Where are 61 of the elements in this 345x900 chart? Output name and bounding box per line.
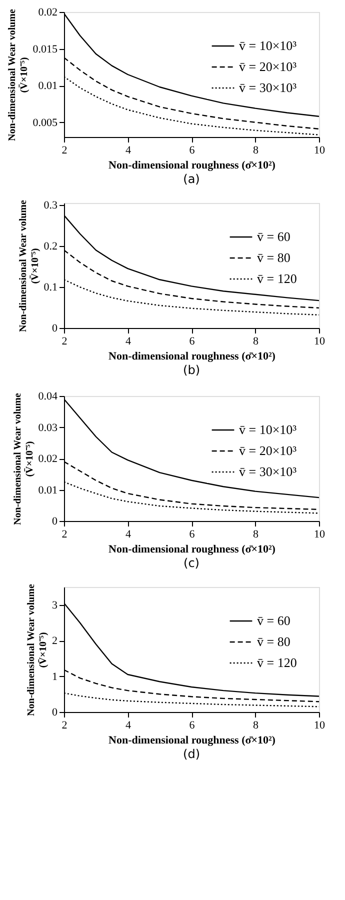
legend-label: v̄ = 80 (257, 634, 290, 649)
legend-label: v̄ = 10×10³ (239, 422, 297, 437)
y-axis-title: Non-dimensional Wear volume (V̄×10⁻⁵) (6, 8, 30, 141)
y-tick-label: 1 (52, 670, 58, 683)
y-tick-label: 0 (52, 706, 58, 718)
text: (d) (183, 747, 200, 761)
x-tick-label: 6 (189, 336, 196, 348)
y-tick-label: 0.3 (44, 200, 58, 212)
y-tick-label: 0.1 (44, 282, 58, 294)
x-tick-label: 6 (189, 144, 196, 156)
legend-label: v̄ = 10×10³ (239, 38, 297, 53)
x-tick-label: 6 (189, 528, 196, 540)
x-tick-label: 2 (62, 336, 68, 348)
y-tick-label: 0.2 (44, 240, 58, 253)
x-tick-label: 8 (253, 720, 259, 732)
x-tick-label: 4 (126, 720, 132, 732)
y-tick-label: 3 (52, 599, 58, 612)
y-tick-label: 0.03 (38, 422, 58, 434)
legend-label: v̄ = 120 (257, 271, 297, 286)
x-tick-label: 10 (314, 720, 326, 732)
y-axis-title: Non-dimensional Wear volume (V̄×10⁻⁵) (26, 584, 49, 716)
x-tick-label: 4 (126, 528, 132, 540)
y-tick-label: 0 (52, 516, 58, 528)
legend-label: v̄ = 60 (257, 229, 290, 244)
x-tick-label: 2 (62, 528, 68, 540)
text: (b) (183, 363, 200, 377)
x-tick-label: 6 (189, 720, 196, 732)
legend-label: v̄ = 80 (257, 250, 290, 265)
y-tick-label: 0.015 (32, 43, 58, 56)
legend-label: v̄ = 120 (257, 655, 297, 670)
y-tick-label: 0.02 (38, 453, 58, 465)
y-axis-title: Non-dimensional Wear volume (V̄×10⁻⁵) (18, 200, 41, 332)
legend-label: v̄ = 30×10³ (239, 464, 297, 479)
text: (a) (183, 172, 200, 186)
y-axis-title: Non-dimensional Wear volume (V̄×10⁻⁵) (12, 392, 36, 525)
x-tick-label: 10 (314, 336, 326, 348)
x-tick-label: 10 (314, 528, 326, 540)
legend-label: v̄ = 60 (257, 613, 290, 628)
x-tick-label: 10 (314, 144, 326, 156)
x-tick-label: 8 (253, 528, 259, 540)
x-tick-label: 8 (253, 336, 259, 348)
y-tick-label: 0.04 (38, 390, 58, 402)
y-tick-label: 0.02 (38, 6, 58, 18)
y-tick-label: 0.01 (38, 80, 58, 92)
x-tick-label: 8 (253, 144, 259, 156)
y-tick-label: 0.01 (38, 484, 58, 496)
x-tick-label: 4 (126, 144, 132, 156)
x-axis-title: Non-dimensional roughness (σ̄×10²) (108, 544, 276, 556)
legend-label: v̄ = 20×10³ (239, 443, 297, 458)
legend-label: v̄ = 20×10³ (239, 59, 297, 74)
x-axis-title: Non-dimensional roughness (σ̄×10²) (108, 734, 276, 746)
y-tick-label: 0 (52, 322, 58, 334)
y-tick-label: 0.005 (32, 116, 58, 129)
y-tick-label: 2 (52, 635, 58, 648)
x-axis-title: Non-dimensional roughness (σ̄×10²) (108, 160, 276, 172)
x-tick-label: 4 (126, 336, 132, 348)
text: (c) (184, 556, 200, 570)
x-tick-label: 2 (62, 720, 68, 732)
legend-label: v̄ = 30×10³ (239, 80, 297, 95)
x-axis-title: Non-dimensional roughness (σ̄×10²) (108, 350, 276, 362)
x-tick-label: 2 (62, 144, 68, 156)
